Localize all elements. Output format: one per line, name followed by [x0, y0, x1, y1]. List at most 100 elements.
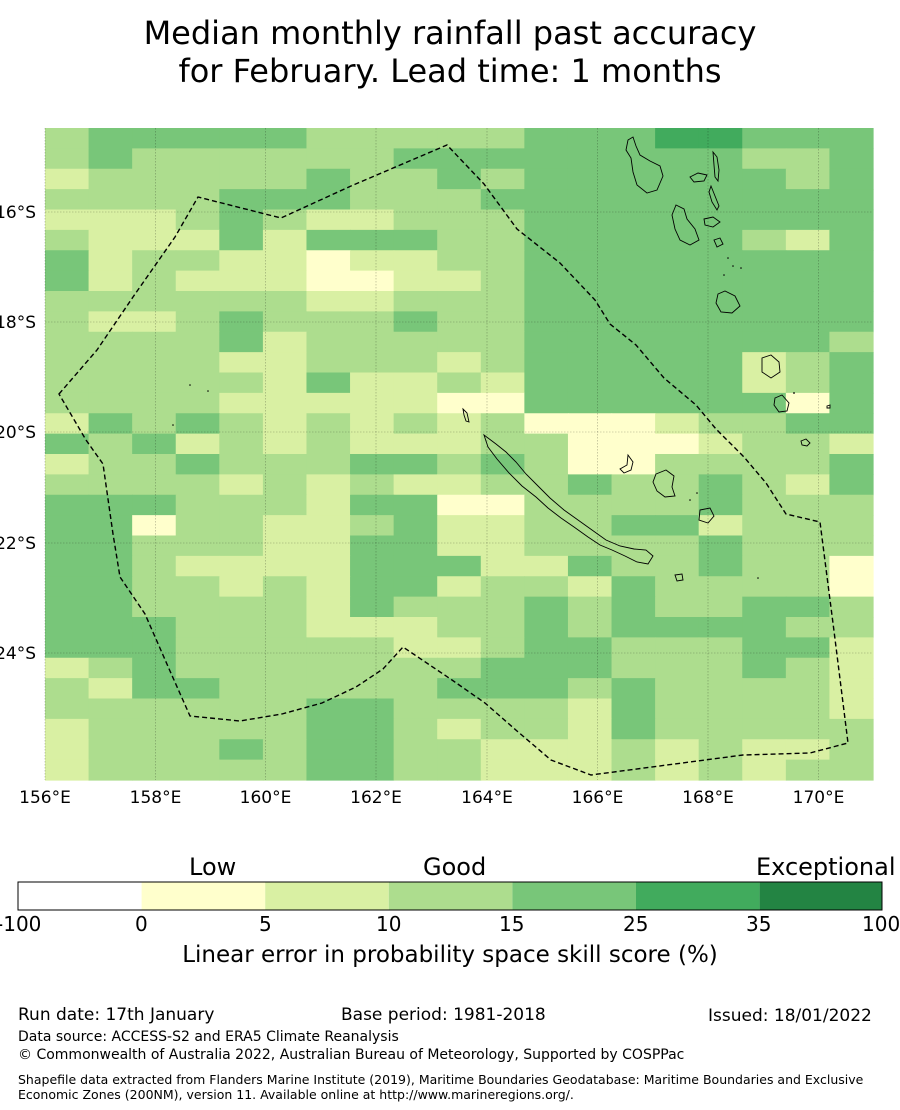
grid-cell	[524, 311, 569, 333]
grid-cell	[698, 718, 743, 740]
grid-cell	[219, 392, 264, 414]
grid-cell	[219, 189, 264, 211]
grid-cell	[45, 189, 90, 211]
grid-cell	[655, 189, 700, 211]
grid-cell	[88, 739, 133, 761]
grid-cell	[829, 331, 874, 353]
grid-cell	[655, 229, 700, 251]
grid-cell	[698, 291, 743, 312]
grid-cell	[393, 759, 438, 781]
grid-cell	[88, 678, 133, 700]
grid-cell	[524, 576, 569, 598]
grid-cell	[175, 678, 220, 700]
grid-cell	[350, 291, 395, 312]
grid-cell	[219, 576, 264, 598]
colorbar-swatch-5-10	[265, 882, 389, 910]
grid-cell	[655, 555, 700, 577]
grid-cell	[262, 454, 308, 475]
grid-cell	[219, 698, 264, 720]
grid-cell	[88, 413, 133, 435]
grid-cell	[306, 209, 351, 231]
grid-cell	[306, 739, 351, 761]
grid-cell	[393, 291, 438, 312]
grid-cell	[45, 392, 90, 414]
grid-cell	[350, 433, 395, 455]
grid-cell	[350, 454, 395, 475]
grid-cell	[785, 555, 831, 577]
grid-cell	[132, 291, 177, 312]
grid-cell	[175, 209, 220, 231]
grid-cell	[45, 352, 90, 374]
grid-cell	[655, 698, 700, 720]
grid-cell	[350, 515, 395, 537]
grid-cell	[437, 718, 482, 740]
grid-cell	[785, 637, 831, 659]
colorbar-swatch-15-25	[512, 882, 636, 910]
grid-cell	[742, 617, 787, 638]
epi-island	[713, 237, 724, 248]
grid-cell	[698, 698, 743, 720]
grid-cell	[437, 596, 482, 618]
grid-cell	[698, 596, 743, 618]
grid-cell	[437, 352, 482, 374]
grid-cell	[262, 168, 308, 190]
grid-cell	[393, 515, 438, 537]
grid-cell	[45, 413, 90, 435]
grid-cell	[524, 291, 569, 312]
grid-cell	[785, 678, 831, 700]
grid-cell	[393, 168, 438, 190]
longitude-label: 158°E	[130, 788, 182, 808]
grid-cell	[306, 515, 351, 537]
grid-cell	[655, 270, 700, 292]
grid-cell	[655, 250, 700, 272]
grid-cell	[132, 250, 177, 272]
grid-cell	[480, 454, 525, 475]
grid-cell	[88, 392, 133, 414]
grid-cell	[524, 657, 569, 679]
grid-cell	[219, 352, 264, 374]
grid-cell	[132, 535, 177, 557]
grid-cell	[655, 148, 700, 170]
grid-cell	[306, 555, 351, 577]
grid-cell	[393, 637, 438, 659]
grid-cell	[785, 759, 831, 781]
grid-cell	[611, 474, 656, 496]
grid-cell	[393, 352, 438, 374]
colorbar-swatch-neg100-0	[18, 882, 142, 910]
grid-cell	[785, 596, 831, 618]
grid-cell	[437, 657, 482, 679]
grid-cell	[350, 392, 395, 414]
shapefile-attribution: Shapefile data extracted from Flanders M…	[18, 1072, 864, 1102]
grid-cell	[655, 413, 700, 435]
grid-cell	[437, 209, 482, 231]
grid-cell	[437, 392, 482, 414]
grid-cell	[655, 209, 700, 231]
grid-cell	[262, 474, 308, 496]
grid-cell	[524, 494, 569, 516]
grid-cell	[524, 698, 569, 720]
grid-cell	[567, 392, 613, 414]
grid-cell	[132, 270, 177, 292]
grid-cell	[437, 433, 482, 455]
grid-cell	[306, 494, 351, 516]
grid-cell	[742, 596, 787, 618]
grid-cell	[524, 392, 569, 414]
skill-score-grid	[45, 128, 874, 781]
grid-cell	[698, 555, 743, 577]
grid-cell	[350, 474, 395, 496]
grid-cell	[219, 617, 264, 638]
grid-cell	[829, 576, 874, 598]
grid-cell	[132, 474, 177, 496]
grid-cell	[350, 311, 395, 333]
grid-cell	[611, 718, 656, 740]
grid-cell	[175, 189, 220, 211]
grid-cell	[45, 148, 90, 170]
grid-cell	[742, 535, 787, 557]
grid-cell	[785, 657, 831, 679]
grid-cell	[219, 494, 264, 516]
grid-cell	[611, 535, 656, 557]
grid-cell	[88, 250, 133, 272]
grid-cell	[524, 759, 569, 781]
grid-cell	[567, 576, 613, 598]
grid-cell	[350, 617, 395, 638]
